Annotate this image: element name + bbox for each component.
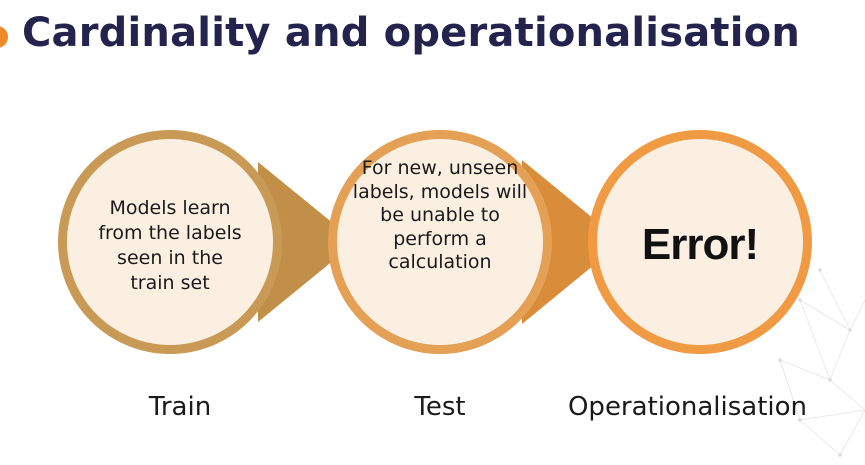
stage-test-text: For new, unseen labels, models will be u… bbox=[352, 157, 528, 273]
stage-train-shape bbox=[58, 130, 356, 354]
accent-dot bbox=[0, 26, 8, 48]
stage-train-text: Models learn from the labels seen in the… bbox=[98, 197, 242, 294]
stage-operationalisation-label: Operationalisation bbox=[567, 392, 808, 422]
stage-test-arrow bbox=[522, 160, 622, 324]
stage-operationalisation-shape bbox=[588, 130, 812, 354]
stage-test-fill bbox=[337, 139, 543, 345]
stage-test-label: Test bbox=[414, 392, 466, 422]
stage-train-label: Train bbox=[148, 392, 212, 422]
stage-operationalisation-text: Error! bbox=[641, 220, 759, 269]
stage-test-shape bbox=[328, 130, 622, 354]
slide-title: Cardinality and operationalisation bbox=[22, 10, 801, 56]
stage-train-arrow bbox=[258, 162, 356, 322]
stage-operationalisation-fill bbox=[597, 139, 803, 345]
stage-train-fill bbox=[67, 139, 273, 345]
